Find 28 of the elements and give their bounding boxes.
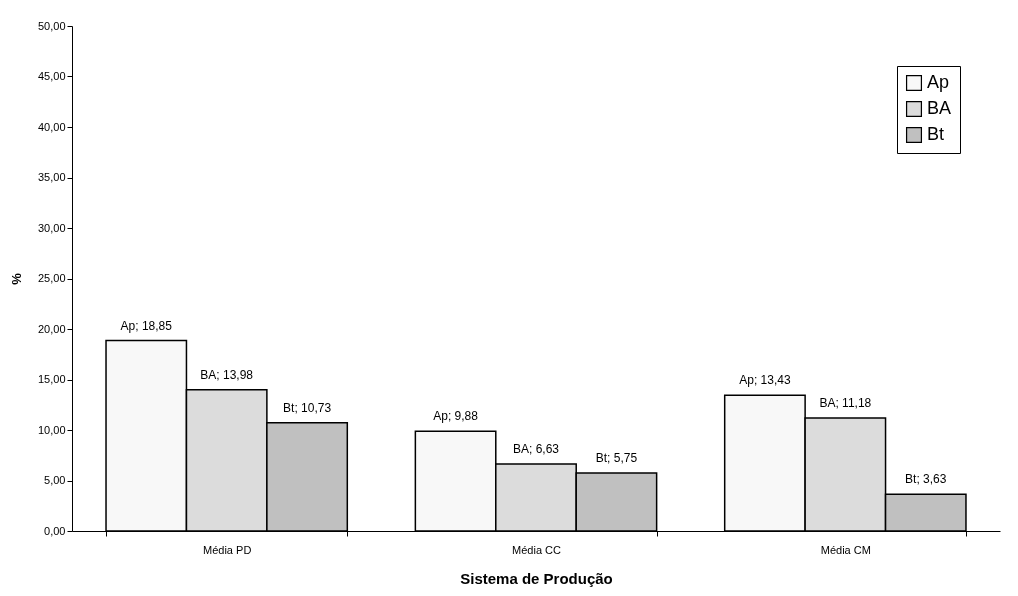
x-axis-title: Sistema de Produção xyxy=(460,569,613,587)
data-label: BA; 6,63 xyxy=(512,442,560,457)
x-tick-label: Média CC xyxy=(512,543,562,556)
legend-label: BA xyxy=(927,98,952,118)
y-tick-label: 50,00 xyxy=(37,19,66,32)
data-label: Bt; 3,63 xyxy=(905,472,947,487)
legend-label: Bt xyxy=(927,124,945,144)
data-label: Ap; 18,85 xyxy=(120,318,173,333)
y-tick-label: 45,00 xyxy=(37,70,66,82)
y-tick-label: 5,00 xyxy=(44,474,66,486)
y-tick-label: 15,00 xyxy=(37,373,66,385)
y-tick-label: 10,00 xyxy=(37,423,66,436)
x-tick-label: Média CM xyxy=(820,543,871,556)
x-tick-label: Média PD xyxy=(203,543,252,556)
y-tick-label: 0,00 xyxy=(44,524,66,537)
data-label: Ap; 9,88 xyxy=(433,409,479,424)
data-label: Bt; 10,73 xyxy=(283,400,332,415)
y-tick-label: 20,00 xyxy=(37,322,66,335)
y-tick-label: 30,00 xyxy=(37,221,66,234)
data-label: Bt; 5,75 xyxy=(595,450,638,465)
data-label: Ap; 13,43 xyxy=(739,373,791,388)
y-tick-label: 40,00 xyxy=(37,120,66,133)
y-axis-title: % xyxy=(8,272,24,285)
legend-label: Ap xyxy=(927,72,950,92)
y-tick-label: 35,00 xyxy=(37,171,66,183)
y-tick-label: 25,00 xyxy=(37,272,66,284)
data-label: BA; 13,98 xyxy=(200,367,254,382)
data-label: BA; 11,18 xyxy=(819,396,872,411)
